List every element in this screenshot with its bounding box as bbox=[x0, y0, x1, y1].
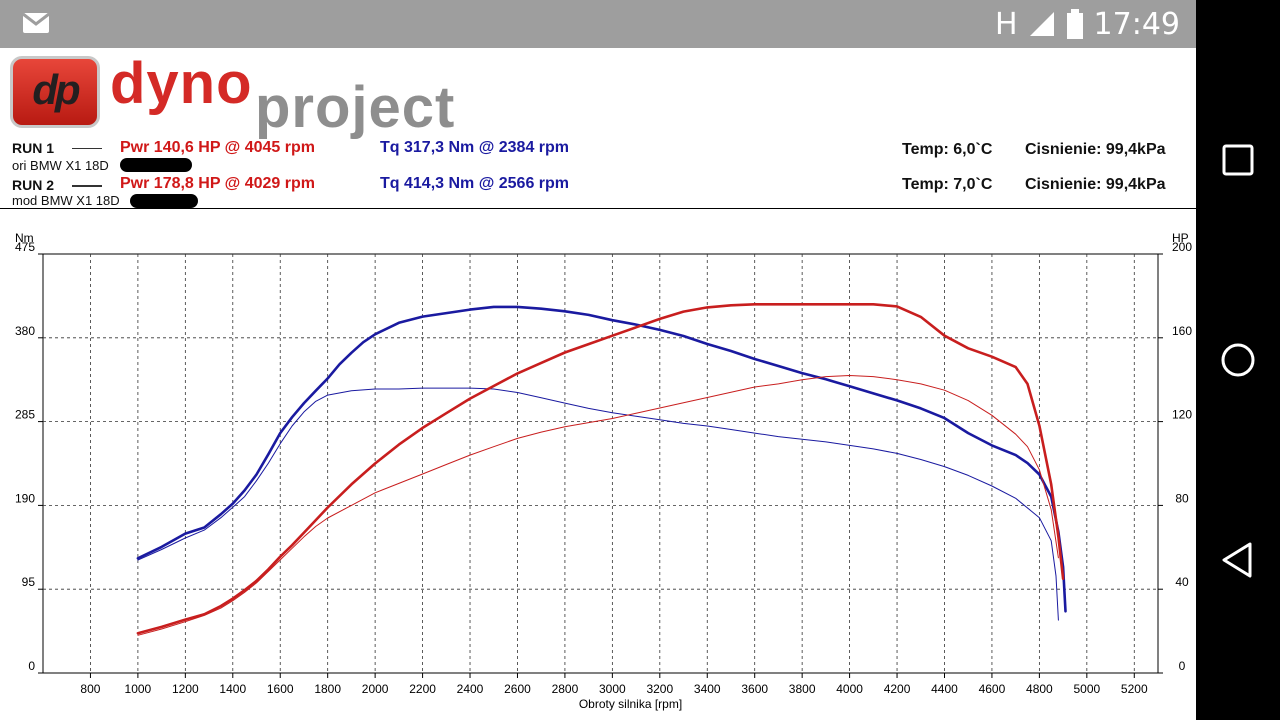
torque-curve-run-1 bbox=[137, 387, 1059, 621]
redaction-bar bbox=[120, 158, 192, 172]
dyno-chart: 800 1000 1200 1400 1600 1800 2000 2200 2400 2600 2… bbox=[15, 231, 1192, 711]
x-tick-label: 3400 bbox=[694, 682, 721, 696]
run1-label: RUN 1 bbox=[12, 140, 55, 156]
x-tick-label: 3200 bbox=[646, 682, 673, 696]
y-right-tick-label: 0 bbox=[1179, 659, 1186, 673]
run2-line-sample bbox=[72, 185, 102, 187]
x-tick-label: 4200 bbox=[884, 682, 911, 696]
power-curve-run-1 bbox=[137, 375, 1059, 636]
network-type: H bbox=[994, 6, 1018, 42]
plot-frame bbox=[42, 253, 1159, 674]
logo-word-project: project bbox=[255, 75, 456, 140]
circle-home-icon[interactable] bbox=[1218, 340, 1258, 380]
signal-icon bbox=[1029, 12, 1054, 36]
y-right-tick-label: 40 bbox=[1175, 575, 1189, 589]
run1-torque: Tq 317,3 Nm @ 2384 rpm bbox=[380, 139, 570, 156]
y-left-tick-label: 95 bbox=[22, 575, 36, 589]
y-left-tick-label: 475 bbox=[15, 240, 35, 254]
y-right-tick-label: 160 bbox=[1172, 324, 1192, 338]
dp-logo: dp bbox=[10, 56, 100, 128]
x-tick-label: 1000 bbox=[125, 682, 152, 696]
power-curve-run-2 bbox=[136, 303, 1065, 635]
run1-temp: Temp: 6,0`C bbox=[902, 141, 993, 158]
run2-temp: Temp: 7,0`C bbox=[902, 176, 993, 193]
triangle-back-icon[interactable] bbox=[1218, 540, 1258, 580]
y-left-axis-label: Nm bbox=[15, 231, 34, 245]
y-right-axis-label: HP bbox=[1172, 231, 1189, 245]
x-tick-label: 2800 bbox=[552, 682, 579, 696]
x-tick-label: 5000 bbox=[1073, 682, 1100, 696]
x-tick-label: 4800 bbox=[1026, 682, 1053, 696]
run2-label: RUN 2 bbox=[12, 177, 55, 193]
y-left-tick-label: 0 bbox=[28, 659, 35, 673]
chart-area: 800 1000 1200 1400 1600 1800 2000 2200 2400 2600 2… bbox=[0, 208, 1196, 720]
redaction-bar bbox=[130, 194, 198, 208]
y-right-tick-label: 200 bbox=[1172, 240, 1192, 254]
x-tick-label: 4600 bbox=[979, 682, 1006, 696]
x-tick-label: 3000 bbox=[599, 682, 626, 696]
x-tick-label: 5200 bbox=[1121, 682, 1148, 696]
clock: 17:49 bbox=[1093, 6, 1180, 42]
run1-line-sample bbox=[72, 148, 102, 149]
run2-pressure: Cisnienie: 99,4kPa bbox=[1025, 176, 1166, 193]
x-tick-label: 3800 bbox=[789, 682, 816, 696]
x-tick-label: 3600 bbox=[741, 682, 768, 696]
x-tick-label: 1200 bbox=[172, 682, 199, 696]
mail-icon bbox=[22, 12, 50, 33]
run2-description: mod BMW X1 18D bbox=[12, 193, 120, 208]
run2-power: Pwr 178,8 HP @ 4029 rpm bbox=[120, 175, 315, 192]
y-right-tick-label: 120 bbox=[1172, 408, 1192, 422]
dyno-sheet: dp dyno project RUN 1 Pwr 140,6 HP @ 404… bbox=[0, 48, 1196, 720]
y-left-tick-label: 285 bbox=[15, 408, 35, 422]
x-tick-label: 2600 bbox=[504, 682, 531, 696]
run1-power: Pwr 140,6 HP @ 4045 rpm bbox=[120, 139, 315, 156]
x-tick-label: 4000 bbox=[836, 682, 863, 696]
x-tick-label: 1600 bbox=[267, 682, 294, 696]
x-tick-label: 4400 bbox=[931, 682, 958, 696]
run2-torque: Tq 414,3 Nm @ 2566 rpm bbox=[380, 175, 570, 192]
x-tick-label: 1400 bbox=[219, 682, 246, 696]
x-tick-label: 1800 bbox=[314, 682, 341, 696]
y-right-tick-label: 80 bbox=[1175, 491, 1189, 505]
square-recents-icon[interactable] bbox=[1218, 140, 1258, 180]
x-tick-label: 2000 bbox=[362, 682, 389, 696]
x-tick-label: 2200 bbox=[409, 682, 436, 696]
x-tick-label: 2400 bbox=[457, 682, 484, 696]
x-axis-label: Obroty silnika [rpm] bbox=[579, 697, 682, 711]
x-tick-label: 800 bbox=[80, 682, 100, 696]
status-bar: H 17:49 bbox=[0, 0, 1196, 48]
y-left-tick-label: 380 bbox=[15, 324, 35, 338]
logo-word-dyno: dyno bbox=[110, 51, 253, 116]
y-left-tick-label: 190 bbox=[15, 491, 35, 505]
run1-description: ori BMW X1 18D bbox=[12, 158, 109, 173]
run1-pressure: Cisnienie: 99,4kPa bbox=[1025, 141, 1166, 158]
torque-curve-run-2 bbox=[136, 305, 1067, 613]
navigation-bar bbox=[1196, 0, 1280, 720]
battery-icon bbox=[1066, 9, 1083, 39]
